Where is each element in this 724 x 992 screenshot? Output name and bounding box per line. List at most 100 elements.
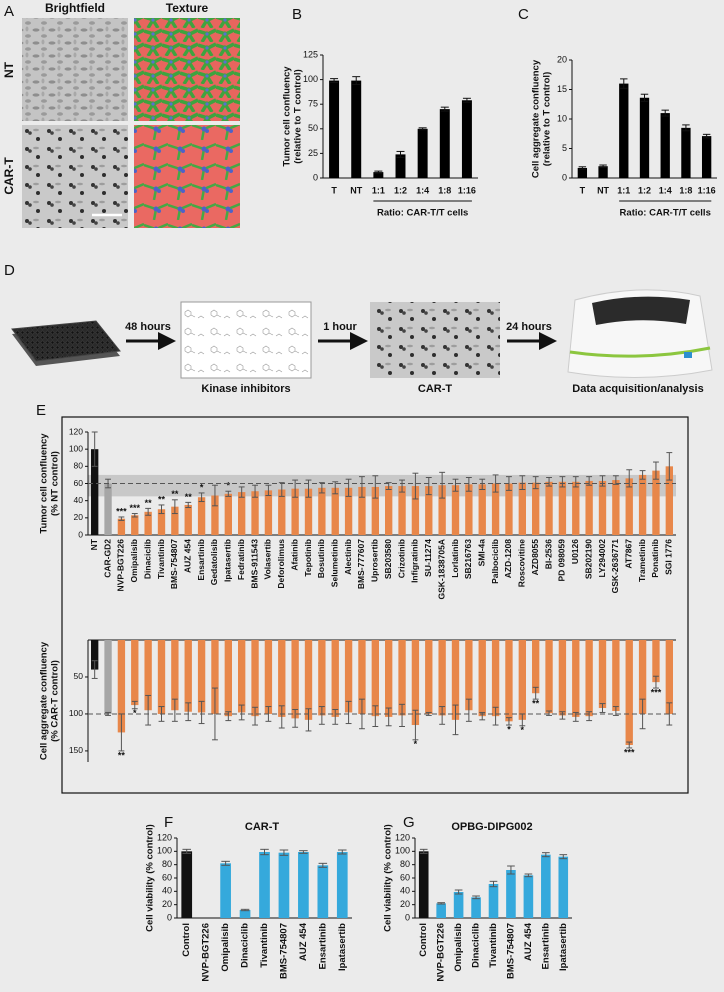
bar	[104, 640, 112, 714]
significance-label: *	[521, 725, 525, 735]
bar	[239, 910, 251, 918]
x-tick-label: LY294002	[597, 539, 607, 578]
column-title: Texture	[166, 1, 209, 15]
bar	[398, 486, 406, 535]
bar	[171, 640, 179, 711]
bar	[298, 852, 309, 918]
bar	[532, 482, 540, 535]
duration-label: 24 hours	[506, 321, 552, 333]
bar	[598, 480, 607, 535]
x-tick-label: AZD8055	[530, 539, 540, 576]
x-tick-label: Dinaciclib	[142, 539, 152, 579]
y-tick-label: 25	[308, 148, 318, 158]
x-tick-label: 1:1	[617, 185, 630, 195]
x-tick-label: PD 098059	[557, 539, 567, 582]
bar	[506, 870, 516, 918]
x-tick-label: AUZ 454	[182, 539, 192, 573]
y-tick-label: 40	[162, 886, 172, 896]
bar	[224, 493, 232, 535]
bar	[144, 640, 152, 711]
x-tick-label: Roscovitine	[517, 539, 527, 587]
x-tick-label: Trametinib	[637, 539, 647, 582]
x-tick-label: Afatinib	[289, 539, 299, 571]
y-tick-label: 60	[400, 872, 410, 882]
y-tick-label: 50	[308, 123, 318, 133]
bar	[291, 640, 299, 719]
bar	[371, 486, 379, 535]
cart-image	[370, 302, 500, 378]
bar	[532, 640, 540, 694]
bar	[491, 640, 500, 717]
significance-label: *	[133, 708, 137, 718]
significance-label: *	[414, 739, 418, 749]
x-tick-label: Tivantinib	[259, 923, 270, 968]
y-tick-label: 0	[78, 529, 83, 539]
y-tick-label: 0	[313, 172, 318, 182]
x-tick-label: NVP-BGT226	[201, 923, 212, 982]
bar	[336, 852, 348, 918]
x-tick-label: Palbociclib	[490, 539, 500, 584]
y-tick-label: 15	[557, 84, 567, 94]
x-tick-label: Tivantinib	[156, 539, 166, 579]
significance-label: **	[158, 494, 166, 504]
y-axis-label: Cell aggregate confluency	[531, 59, 542, 178]
bar	[545, 481, 553, 535]
x-tick-label: 1:2	[638, 185, 651, 195]
x-axis-label: Ratio: CAR-T/T cells	[377, 208, 468, 219]
y-axis-label: Cell viability (% control)	[145, 824, 156, 932]
y-axis-label: (relative to T control)	[293, 69, 304, 163]
y-axis-label: Cell viability (% control)	[383, 824, 394, 932]
bar	[331, 487, 339, 535]
bar	[598, 166, 608, 178]
bar	[505, 640, 513, 722]
bar	[612, 640, 620, 711]
bar	[491, 483, 500, 535]
bar	[625, 640, 633, 745]
y-tick-label: 150	[69, 745, 83, 755]
bar	[358, 640, 366, 714]
x-tick-label: 1:1	[372, 185, 385, 195]
x-tick-label: 1:2	[394, 185, 407, 195]
y-tick-label: 0	[167, 912, 172, 922]
bar	[344, 640, 353, 713]
x-tick-label: 1:16	[458, 185, 476, 195]
bar	[224, 640, 232, 717]
y-tick-label: 100	[69, 708, 83, 718]
bar	[523, 875, 534, 918]
significance-label: ***	[116, 506, 127, 516]
bar	[304, 640, 313, 720]
y-tick-label: 20	[400, 899, 410, 909]
row-label: NT	[2, 61, 16, 78]
bar	[471, 897, 481, 918]
bar	[505, 483, 513, 535]
significance-label: ***	[130, 503, 141, 513]
texture-cart-image	[134, 125, 240, 228]
x-tick-label: AT7867	[623, 539, 633, 569]
y-tick-label: 100	[69, 443, 83, 453]
y-tick-label: 10	[557, 113, 567, 123]
x-tick-label: 1:8	[438, 185, 451, 195]
bar	[398, 640, 406, 716]
x-tick-label: BMS-911543	[249, 539, 259, 589]
bar	[701, 136, 712, 178]
duration-label: 1 hour	[323, 321, 357, 333]
x-tick-label: Bosutinib	[316, 539, 326, 578]
bar	[518, 482, 526, 535]
bar	[211, 640, 219, 714]
bar	[131, 640, 139, 706]
y-tick-label: 50	[74, 671, 84, 681]
y-tick-label: 0	[562, 172, 567, 182]
instrument	[567, 289, 713, 379]
chart-title: OPBG-DIPG002	[451, 821, 532, 833]
x-tick-label: AUZ 454	[298, 922, 309, 961]
bar	[197, 640, 206, 713]
y-tick-label: 120	[157, 832, 172, 842]
x-tick-label: Uprosertib	[370, 539, 380, 582]
bar	[344, 487, 353, 535]
bar	[425, 486, 433, 535]
x-axis-label: Ratio: CAR-T/T cells	[620, 208, 711, 219]
x-tick-label: Ensartinib	[317, 923, 328, 970]
bar	[439, 109, 450, 178]
bar	[451, 640, 460, 720]
bar	[438, 640, 446, 716]
